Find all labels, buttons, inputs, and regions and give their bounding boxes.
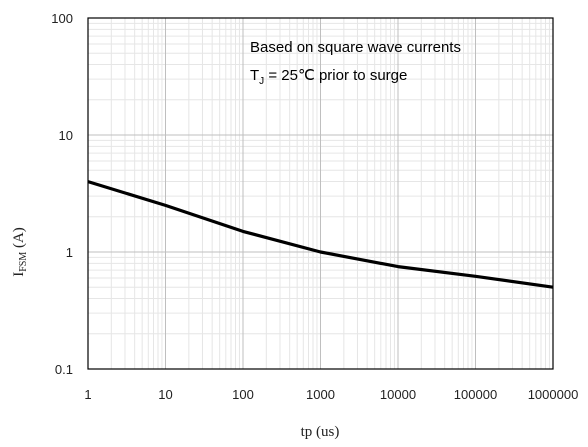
y-axis-title-sub: FSM [18, 252, 29, 272]
annotation-tj-prefix: T [250, 67, 259, 84]
y-axis-title: IFSM (A) [11, 227, 29, 277]
x-tick-label: 10000 [380, 387, 416, 402]
y-tick-label: 100 [51, 11, 73, 26]
x-tick-label: 100000 [454, 387, 497, 402]
annotation-tj-rest: = 25℃ prior to surge [264, 67, 407, 84]
x-axis-title: tp (us) [301, 424, 340, 440]
x-axis-ticks: 1 10 100 1000 10000 100000 1000000 [84, 387, 578, 402]
annotation-line-1: Based on square wave currents [250, 39, 461, 56]
x-tick-label: 10 [158, 387, 172, 402]
y-axis-title-unit: (A) [11, 227, 27, 252]
y-tick-label: 10 [59, 128, 73, 143]
y-tick-label: 0.1 [55, 362, 73, 377]
x-tick-label: 1 [84, 387, 91, 402]
x-tick-label: 100 [232, 387, 254, 402]
y-axis-ticks: 100 10 1 0.1 [51, 11, 73, 377]
annotation-line-2: TJ = 25℃ prior to surge [250, 67, 407, 87]
x-tick-label: 1000000 [528, 387, 579, 402]
x-tick-label: 1000 [306, 387, 335, 402]
y-tick-label: 1 [66, 245, 73, 260]
